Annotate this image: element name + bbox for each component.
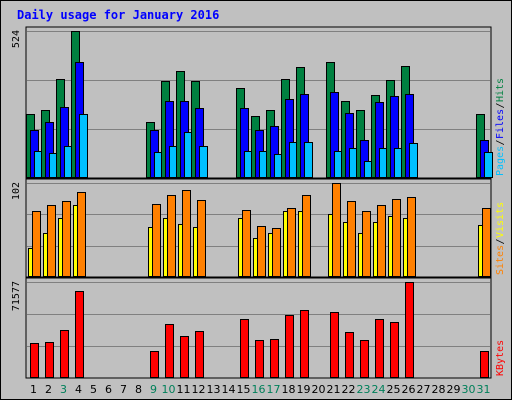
bar-sites-day-17 (272, 228, 281, 277)
panels-layer: 524Pages/Files/Hits102Sites/Visits71577K… (11, 26, 506, 379)
bar-kbytes-day-18 (285, 315, 294, 378)
bar-sites-day-23 (362, 211, 371, 277)
bar-sites-day-3 (62, 201, 71, 277)
x-tick-label: 12 (192, 383, 206, 396)
bar-sites-day-10 (167, 195, 176, 277)
legend-files: Files (495, 109, 506, 139)
y-max-label: 71577 (11, 281, 22, 311)
y-max-label: 524 (11, 30, 22, 48)
bar-sites-day-21 (332, 183, 341, 277)
bar-kbytes-day-12 (195, 331, 204, 378)
legend-separator: / (495, 102, 506, 108)
x-tick-label: 7 (120, 383, 127, 396)
bar-kbytes-day-16 (255, 340, 264, 378)
bar-kbytes-day-26 (405, 282, 414, 378)
bar-kbytes-day-9 (150, 351, 159, 378)
x-tick-label: 31 (477, 383, 491, 396)
legend-hits: Hits (495, 78, 506, 102)
bar-sites-day-18 (287, 208, 296, 277)
bar-sites-day-26 (407, 197, 416, 277)
legend-separator: / (495, 238, 506, 244)
bar-sites-day-11 (182, 190, 191, 277)
x-tick-label: 21 (327, 383, 341, 396)
bar-pages-day-12 (199, 146, 208, 178)
x-tick-label: 29 (447, 383, 461, 396)
x-tick-label: 20 (312, 383, 326, 396)
bar-kbytes-day-21 (330, 312, 339, 378)
bar-kbytes-day-25 (390, 322, 399, 378)
bar-kbytes-day-11 (180, 336, 189, 378)
bar-pages-day-31 (484, 152, 493, 178)
bar-kbytes-day-10 (165, 324, 174, 378)
panel-visits-sites: 102 Sites/Visits (11, 178, 506, 278)
x-tick-label: 8 (135, 383, 142, 396)
bar-sites-day-4 (77, 192, 86, 277)
x-tick-label: 30 (462, 383, 476, 396)
legend-kbytes: KBytes (495, 340, 506, 376)
bar-kbytes-day-1 (30, 343, 39, 378)
bar-sites-day-2 (47, 205, 56, 277)
x-tick-label: 6 (105, 383, 112, 396)
bar-pages-day-19 (304, 142, 313, 178)
bar-sites-day-15 (242, 210, 251, 277)
x-tick-label: 22 (342, 383, 356, 396)
bar-sites-day-16 (257, 226, 266, 277)
x-tick-label: 5 (90, 383, 97, 396)
x-tick-label: 25 (387, 383, 401, 396)
bar-kbytes-day-2 (45, 342, 54, 378)
bar-sites-day-9 (152, 204, 161, 277)
bar-kbytes-day-24 (375, 319, 384, 378)
bar-sites-day-25 (392, 199, 401, 277)
legend-sites: Sites (495, 245, 506, 275)
x-tick-label: 3 (60, 383, 67, 396)
bar-sites-day-19 (302, 195, 311, 277)
bar-kbytes-day-22 (345, 332, 354, 378)
bar-kbytes-day-19 (300, 310, 309, 378)
x-tick-label: 9 (150, 383, 157, 396)
legend-separator: / (495, 139, 506, 145)
x-tick-label: 27 (417, 383, 431, 396)
x-tick-label: 1 (30, 383, 37, 396)
bar-kbytes-day-3 (60, 330, 69, 378)
bar-kbytes-day-31 (480, 351, 489, 378)
panel-kbytes: 71577 KBytes (11, 277, 506, 379)
bar-kbytes-day-4 (75, 291, 84, 378)
y-max-label: 102 (11, 182, 22, 200)
legend-pages: Pages (495, 146, 506, 176)
bar-sites-day-12 (197, 200, 206, 277)
x-tick-label: 18 (282, 383, 296, 396)
bar-kbytes-day-17 (270, 339, 279, 378)
x-tick-label: 2 (45, 383, 52, 396)
x-tick-label: 19 (297, 383, 311, 396)
bar-pages-day-4 (79, 114, 88, 178)
x-tick-label: 14 (222, 383, 236, 396)
legend-visits: Visits (495, 202, 506, 238)
bar-kbytes-day-23 (360, 340, 369, 378)
x-tick-label: 16 (252, 383, 266, 396)
x-axis-labels: 1 2 3 4 5 6 7 8 9 10 11 12 13 14 15 16 17 18 19 20 21 22 23 24 2… (30, 383, 491, 396)
bar-sites-day-31 (482, 208, 491, 277)
x-tick-label: 15 (237, 383, 251, 396)
bar-pages-day-26 (409, 143, 418, 178)
x-tick-label: 4 (75, 383, 82, 396)
bar-sites-day-1 (32, 211, 41, 277)
x-tick-label: 11 (177, 383, 191, 396)
x-tick-label: 28 (432, 383, 446, 396)
x-tick-label: 10 (162, 383, 176, 396)
x-tick-label: 24 (372, 383, 386, 396)
x-tick-label: 13 (207, 383, 221, 396)
x-tick-label: 17 (267, 383, 281, 396)
x-tick-label: 23 (357, 383, 371, 396)
x-tick-label: 26 (402, 383, 416, 396)
chart-title: Daily usage for January 2016 (17, 8, 219, 22)
bar-sites-day-24 (377, 205, 386, 277)
bar-kbytes-day-15 (240, 319, 249, 378)
bar-sites-day-22 (347, 201, 356, 277)
